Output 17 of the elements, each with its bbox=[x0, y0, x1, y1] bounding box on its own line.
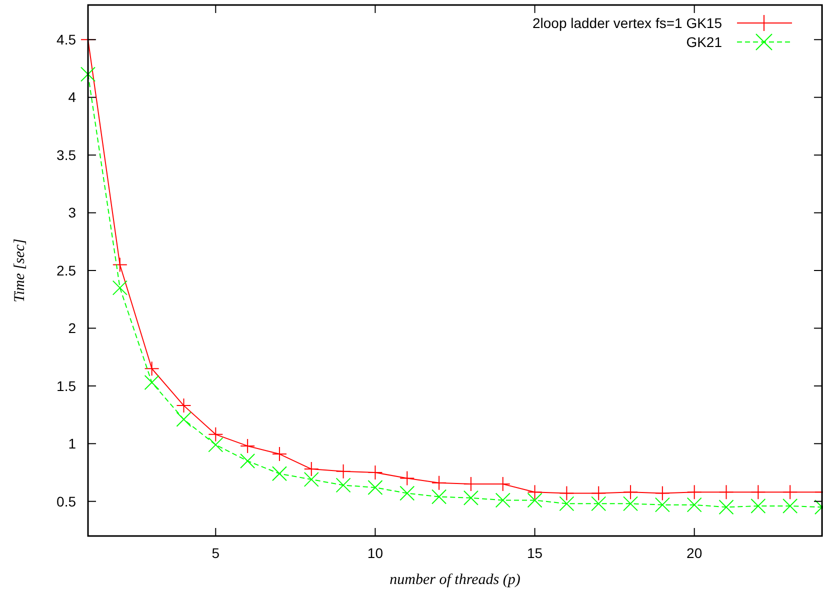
x-tick-label: 20 bbox=[686, 545, 702, 561]
y-tick-label: 2 bbox=[68, 320, 76, 336]
x-tick-label: 5 bbox=[212, 545, 220, 561]
y-tick-label: 4 bbox=[68, 89, 76, 106]
legend-label: 2loop ladder vertex fs=1 GK15 bbox=[532, 14, 722, 31]
legend-label: GK21 bbox=[686, 34, 722, 50]
y-tick-label: 1.5 bbox=[56, 378, 76, 394]
x-axis-title: number of threads (p) bbox=[390, 572, 520, 588]
y-tick-label: 3 bbox=[68, 204, 76, 221]
y-axis-title: Time [sec] bbox=[12, 238, 28, 302]
x-tick-label: 10 bbox=[367, 545, 384, 561]
y-tick-label: 0.5 bbox=[56, 493, 76, 510]
x-tick-label: 15 bbox=[526, 545, 543, 561]
y-tick-label: 3.5 bbox=[56, 146, 76, 163]
y-tick-label: 4.5 bbox=[56, 32, 76, 48]
y-tick-label: 2.5 bbox=[56, 262, 76, 278]
y-tick-label: 1 bbox=[68, 436, 76, 452]
